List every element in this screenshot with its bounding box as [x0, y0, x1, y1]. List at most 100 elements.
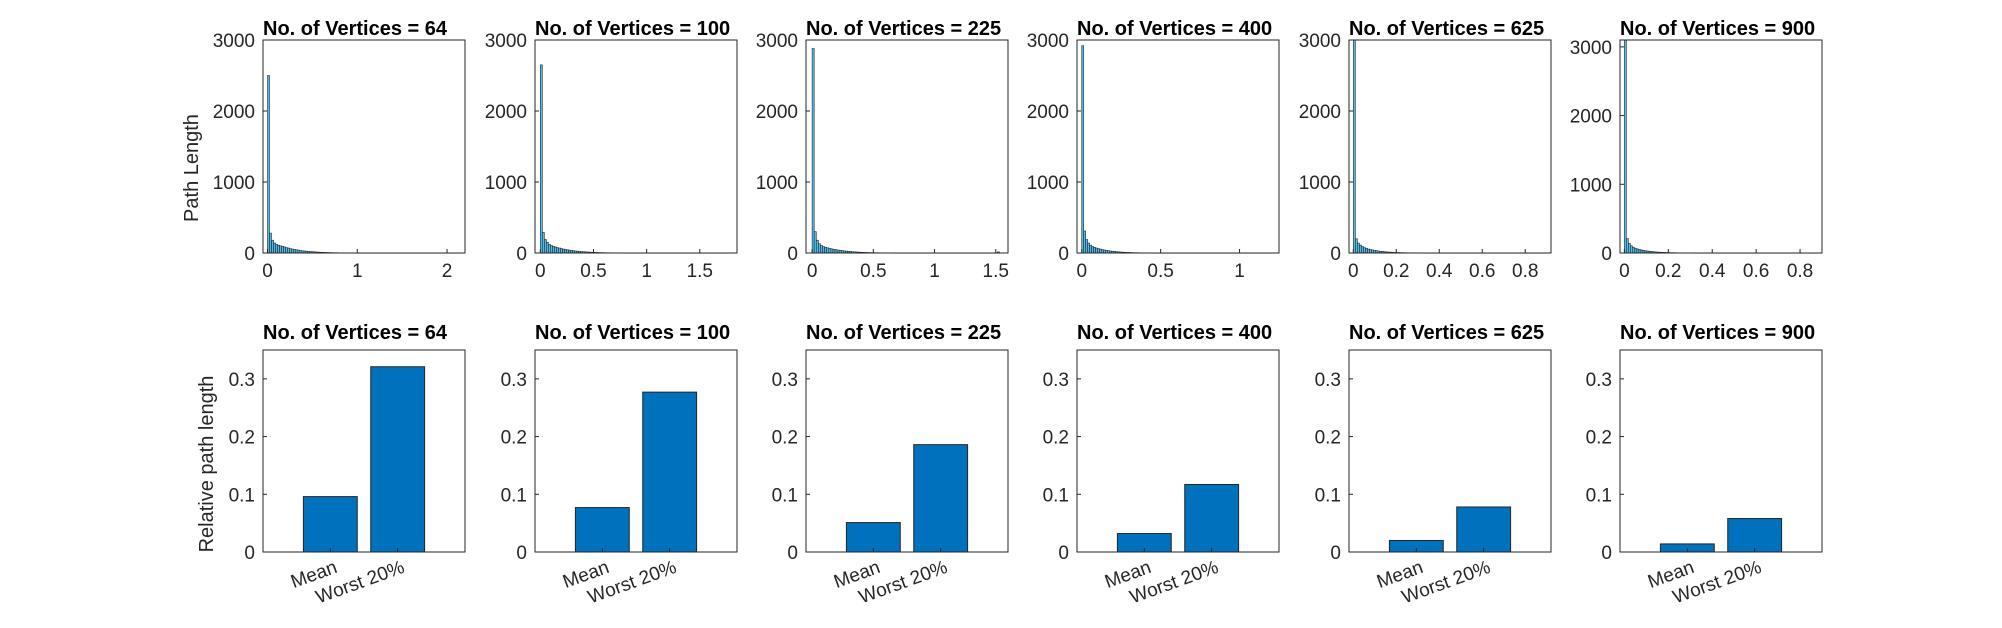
histogram-bar [813, 231, 817, 254]
y-tick-label: 0.1 [1043, 485, 1069, 506]
bar-worst-20 [1456, 506, 1512, 553]
histogram-bar [546, 242, 549, 254]
histogram-bars [1081, 45, 1272, 254]
y-tick-label: 0.2 [1043, 428, 1069, 449]
y-tick-label: 0 [516, 244, 527, 265]
histogram-bar [828, 248, 832, 254]
x-tick-label: 0.5 [1147, 261, 1173, 282]
bottom-row-y-axis-label: Relative path length [196, 376, 218, 553]
y-tick-label: 3000 [756, 31, 798, 52]
axes-box [1076, 349, 1280, 553]
histogram-bar [815, 239, 819, 254]
histogram-bar [273, 242, 276, 254]
histogram-bar [556, 247, 559, 254]
bar-worst-20 [642, 391, 698, 553]
y-tick-label: 0.3 [501, 370, 527, 391]
y-tick-label: 0 [1058, 543, 1069, 564]
x-tick-label: 0 [1076, 261, 1087, 282]
y-tick-label: 3000 [1570, 38, 1612, 59]
histogram-bar [560, 248, 563, 254]
y-tick-label: 2000 [1027, 102, 1069, 123]
histogram-panel: 0 1000 2000 3000 0 0.2 0.4 0.6 0.8 No. of Vertice… [1299, 18, 1552, 282]
histogram-bar [822, 246, 825, 254]
y-tick-label: 0.3 [229, 370, 255, 391]
y-tick-label: 0.3 [1586, 370, 1612, 391]
x-tick-label: 0.4 [1426, 261, 1453, 282]
histogram-bar [287, 247, 291, 254]
histogram-bar [826, 247, 830, 254]
subplot-title: No. of Vertices = 625 [1349, 18, 1544, 40]
y-tick-label: 0 [244, 543, 255, 564]
y-tick-label: 2000 [1299, 102, 1341, 123]
y-tick-label: 3000 [213, 31, 255, 52]
histogram-bar [824, 247, 827, 254]
subplot-title: No. of Vertices = 900 [1620, 18, 1815, 40]
y-tick-label: 0.3 [1043, 370, 1069, 391]
histogram-bar [271, 239, 274, 254]
y-tick-label: 0.3 [772, 370, 798, 391]
histogram-bar [289, 248, 293, 254]
histogram-bar [1367, 248, 1370, 254]
y-tick-label: 2000 [1570, 107, 1612, 128]
y-tick-label: 1000 [1570, 175, 1612, 196]
histogram-bars [1624, 39, 1815, 254]
x-tick-label: 1 [929, 261, 940, 282]
bar-worst-20 [1184, 483, 1240, 553]
y-tick-label: 2000 [213, 102, 255, 123]
x-tick-label: 0 [1619, 261, 1630, 282]
y-tick-label: 1000 [1027, 173, 1069, 194]
subplot-title: No. of Vertices = 400 [1077, 322, 1272, 344]
y-tick-label: 3000 [1299, 31, 1341, 52]
histogram-bars [540, 64, 727, 254]
y-tick-label: 0.2 [1586, 428, 1612, 449]
subplot-title: No. of Vertices = 225 [806, 18, 1001, 40]
axes-box [1348, 39, 1552, 254]
histogram-bar [564, 249, 567, 254]
x-tick-label: 1 [1234, 261, 1245, 282]
histogram-bar [1352, 39, 1356, 254]
y-tick-label: 0.2 [1315, 428, 1341, 449]
histogram-bar [269, 232, 272, 254]
subplot-title: No. of Vertices = 900 [1620, 322, 1815, 344]
axes-box [1619, 39, 1823, 254]
histogram-bar [1355, 238, 1358, 254]
x-tick-label: 1 [641, 261, 652, 282]
bar-mean [574, 507, 630, 553]
x-tick-label: 0.4 [1699, 261, 1726, 282]
histogram-bar [818, 243, 821, 254]
histogram-bar [1624, 39, 1627, 254]
histogram-bar [558, 247, 561, 254]
y-tick-label: 0.3 [1315, 370, 1341, 391]
x-tick-label: 0.5 [580, 261, 606, 282]
x-tick-label: 2 [442, 261, 453, 282]
x-tick-label: 1.5 [687, 261, 713, 282]
y-tick-label: 3000 [1027, 31, 1069, 52]
y-tick-label: 0 [1330, 244, 1341, 265]
x-tick-label: 0.5 [860, 261, 886, 282]
y-tick-label: 0 [1058, 244, 1069, 265]
histogram-panel: 0 1000 2000 3000 0 0.5 1 No. of Vertices = 400 [1027, 18, 1280, 282]
y-tick-label: 0 [1601, 543, 1612, 564]
y-tick-label: 0.2 [229, 428, 255, 449]
histogram-bar [1081, 45, 1085, 254]
y-tick-label: 3000 [485, 31, 527, 52]
histogram-bar [832, 249, 836, 254]
x-tick-label: 0.8 [1512, 261, 1538, 282]
x-tick-label: 0.6 [1469, 261, 1495, 282]
axes-box [262, 349, 466, 553]
histogram-bar [542, 232, 545, 254]
subplot-title: No. of Vertices = 100 [535, 322, 730, 344]
histogram-panel: 0 1000 2000 3000 0 1 2 No. of Vertices = 64 [213, 18, 466, 282]
histogram-bar [279, 245, 282, 254]
histogram-bars [811, 48, 1000, 254]
histogram-bar [281, 245, 284, 254]
y-tick-label: 2000 [485, 102, 527, 123]
axes-box [534, 39, 738, 254]
histogram-bar [277, 244, 280, 254]
histogram-bar [267, 75, 270, 254]
bar-worst-20 [913, 444, 969, 553]
